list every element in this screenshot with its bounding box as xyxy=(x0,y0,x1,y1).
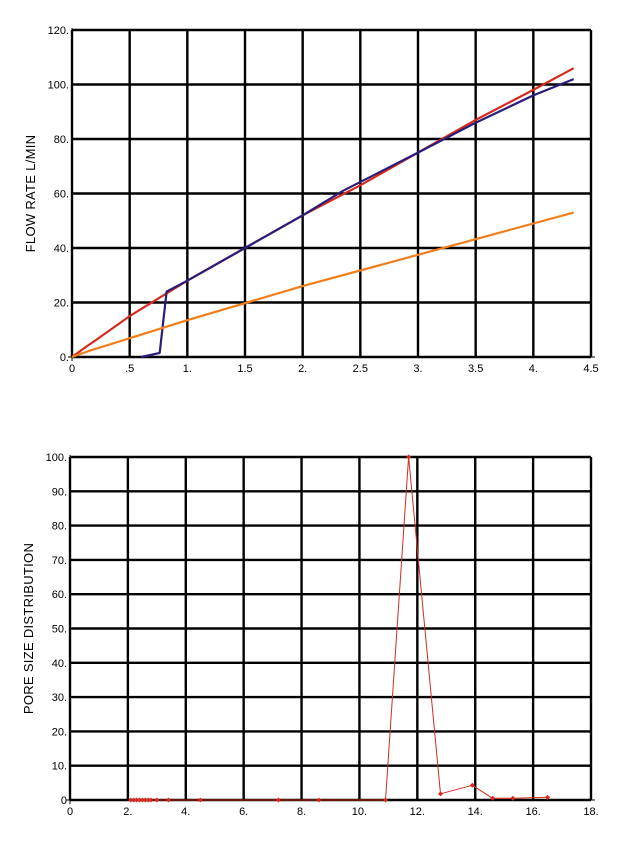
x-tick-label: 0 xyxy=(69,363,75,375)
data-point xyxy=(469,782,475,788)
x-tick-label: 16. xyxy=(525,806,540,818)
data-point xyxy=(437,791,443,797)
data-point xyxy=(131,797,137,803)
data-point xyxy=(490,795,496,801)
y-tick-label: 80. xyxy=(52,521,67,533)
y-tick-label: 60. xyxy=(52,589,67,601)
data-point xyxy=(142,797,148,803)
y-axis-label: FLOW RATE L/MIN xyxy=(23,135,38,253)
y-tick-label: 0. xyxy=(60,352,69,364)
data-point xyxy=(128,797,134,803)
data-point xyxy=(148,797,154,803)
y-tick-label: 10. xyxy=(52,761,67,773)
data-point xyxy=(136,797,142,803)
series-line xyxy=(140,78,575,359)
flow-rate-chart: 0 .5 1. 1.5 2. 2.5 3. 3.5 4. 4.5 0. 20. 40. 60. 80. 100… xyxy=(23,25,599,375)
y-tick-label: 50. xyxy=(52,624,67,636)
x-tick-label: 14. xyxy=(468,806,483,818)
x-tick-label: 18. xyxy=(583,806,598,818)
x-tick-label: 3. xyxy=(413,363,422,375)
data-point xyxy=(154,797,160,803)
x-tick-label: 10. xyxy=(352,806,367,818)
x-tick-label: 1. xyxy=(183,363,192,375)
data-point xyxy=(165,797,171,803)
data-point xyxy=(275,797,281,803)
y-tick-label: 100. xyxy=(46,452,67,464)
y-tick-label: 40. xyxy=(52,658,67,670)
x-tick-label: 1.5 xyxy=(237,363,252,375)
x-tick-label: 4. xyxy=(181,806,190,818)
y-tick-label: 120. xyxy=(48,25,69,37)
x-tick-label: 4. xyxy=(529,363,538,375)
x-tick-label: 2. xyxy=(123,806,132,818)
pore-size-chart: 0 2. 4. 6. 8. 10. 12. 14. 16. 18. 0 10. 20. 30. 40. 50.… xyxy=(21,452,599,818)
x-tick-label: 0 xyxy=(67,806,73,818)
y-tick-label: 60. xyxy=(54,189,69,201)
series-line xyxy=(71,211,574,359)
y-axis-label: PORE SIZE DISTRIBUTION xyxy=(21,543,36,714)
data-point xyxy=(197,797,203,803)
x-tick-label: 8. xyxy=(297,806,306,818)
data-point xyxy=(545,794,551,800)
x-tick-label: 2. xyxy=(298,363,307,375)
data-point xyxy=(382,797,388,803)
y-tick-label: 80. xyxy=(54,134,69,146)
data-point xyxy=(139,797,145,803)
data-point xyxy=(134,797,140,803)
data-point xyxy=(316,797,322,803)
y-tick-label: 20. xyxy=(54,298,69,310)
y-tick-label: 20. xyxy=(52,726,67,738)
x-tick-label: .5 xyxy=(125,363,134,375)
data-point xyxy=(510,795,516,801)
y-tick-label: 90. xyxy=(52,486,67,498)
y-tick-label: 40. xyxy=(54,243,69,255)
y-tick-label: 30. xyxy=(52,692,67,704)
y-tick-label: 70. xyxy=(52,555,67,567)
x-tick-label: 6. xyxy=(239,806,248,818)
x-tick-label: 12. xyxy=(410,806,425,818)
x-tick-label: 2.5 xyxy=(353,363,368,375)
y-tick-label: 0 xyxy=(61,795,67,807)
data-point xyxy=(145,797,151,803)
data-point xyxy=(406,454,412,460)
y-tick-label: 100. xyxy=(48,80,69,92)
x-tick-label: 3.5 xyxy=(468,363,483,375)
x-tick-label: 4.5 xyxy=(583,363,598,375)
